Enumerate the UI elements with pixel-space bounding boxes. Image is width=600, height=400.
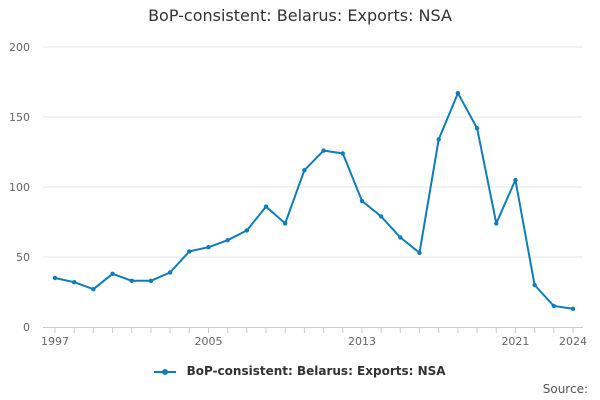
x-tick-label: 1997 bbox=[41, 335, 69, 348]
data-point bbox=[378, 214, 384, 219]
x-tick-label: 2021 bbox=[501, 335, 529, 348]
data-point bbox=[417, 250, 422, 255]
data-point bbox=[129, 278, 134, 283]
legend-swatch bbox=[154, 368, 177, 375]
data-point bbox=[206, 245, 211, 250]
y-tick-label: 150 bbox=[9, 111, 30, 124]
data-point bbox=[474, 126, 480, 131]
data-point bbox=[52, 275, 58, 281]
data-point bbox=[321, 148, 326, 153]
data-point bbox=[91, 287, 96, 292]
y-tick-label: 100 bbox=[9, 181, 30, 194]
data-point bbox=[225, 238, 230, 243]
y-tick-label: 0 bbox=[23, 321, 30, 334]
legend[interactable]: BoP-consistent: Belarus: Exports: NSA bbox=[0, 364, 600, 378]
data-point bbox=[398, 235, 403, 240]
data-point bbox=[244, 228, 250, 233]
data-point bbox=[187, 249, 192, 254]
data-point bbox=[340, 151, 345, 156]
data-point bbox=[551, 303, 557, 309]
data-point bbox=[494, 221, 499, 226]
data-point bbox=[110, 271, 115, 276]
chart-title: BoP-consistent: Belarus: Exports: NSA bbox=[148, 6, 452, 25]
data-point bbox=[359, 198, 365, 204]
legend-label: BoP-consistent: Belarus: Exports: NSA bbox=[186, 364, 446, 378]
data-point bbox=[167, 270, 173, 275]
source-label: Source: bbox=[542, 382, 588, 396]
data-point bbox=[513, 177, 518, 183]
x-tick-label: 2005 bbox=[194, 335, 222, 348]
x-tick-label: 2013 bbox=[348, 335, 376, 348]
data-point bbox=[148, 278, 154, 283]
x-tick-label: 2024 bbox=[559, 335, 587, 348]
data-point bbox=[283, 221, 288, 226]
data-point bbox=[263, 204, 269, 209]
data-point bbox=[71, 280, 77, 285]
y-tick-label: 50 bbox=[16, 251, 30, 264]
series-line bbox=[54, 92, 574, 310]
y-tick-label: 200 bbox=[9, 41, 30, 54]
data-point bbox=[302, 168, 307, 173]
data-point bbox=[570, 306, 576, 311]
data-point bbox=[532, 282, 537, 288]
data-point bbox=[455, 91, 461, 96]
data-point bbox=[436, 137, 441, 142]
